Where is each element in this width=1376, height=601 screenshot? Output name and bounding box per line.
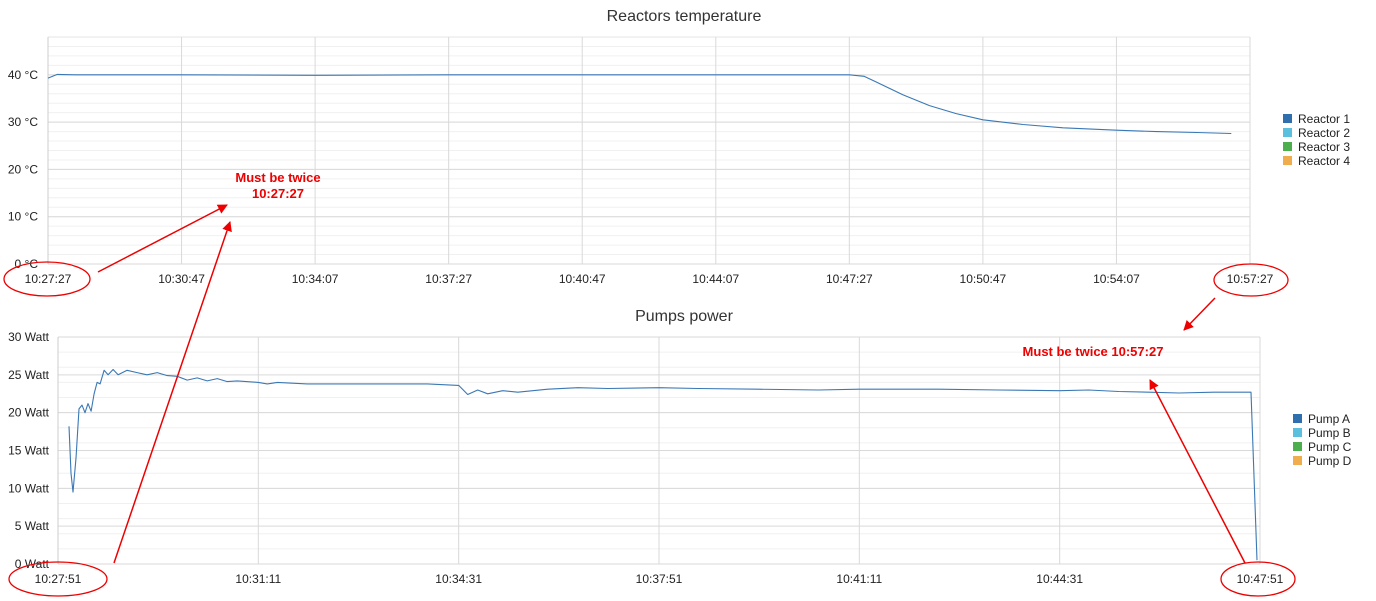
series-line-pump-a — [68, 368, 1258, 561]
y-tick-label: 30 Watt — [8, 330, 50, 344]
annotation-arrow — [97, 204, 228, 273]
legend-label: Pump C — [1308, 440, 1352, 454]
y-tick-label: 25 Watt — [8, 368, 50, 382]
legend-item[interactable]: Reactor 4 — [1283, 154, 1350, 168]
legend-swatch — [1283, 114, 1292, 123]
y-tick-label: 5 Watt — [15, 519, 50, 533]
annotation-overlay: Must be twice 10:27:27 Must be twice 10:… — [3, 170, 1296, 597]
gridlines — [57, 336, 1261, 565]
chart-title: Reactors temperature — [607, 8, 762, 25]
legend-item[interactable]: Reactor 1 — [1283, 112, 1350, 126]
legend-label: Pump B — [1308, 426, 1351, 440]
legend-item[interactable]: Pump C — [1293, 440, 1352, 454]
highlight-circle — [3, 261, 91, 297]
x-tick-label: 10:27:51 — [35, 572, 82, 586]
legend-swatch — [1283, 156, 1292, 165]
x-tick-label: 10:27:27 — [25, 272, 72, 286]
y-axis-ticks: 0 °C10 °C20 °C30 °C40 °C — [8, 68, 38, 271]
x-tick-label: 10:30:47 — [158, 272, 205, 286]
series-line-reactor-1 — [47, 73, 1232, 135]
y-tick-label: 20 Watt — [8, 406, 50, 420]
highlight-circle — [1220, 561, 1296, 597]
legend-swatch — [1283, 142, 1292, 151]
y-tick-label: 10 °C — [8, 210, 38, 224]
y-tick-label: 30 °C — [8, 115, 38, 129]
y-tick-label: 20 °C — [8, 162, 38, 176]
legend-swatch — [1293, 414, 1302, 423]
highlight-circle — [1213, 263, 1289, 297]
x-axis-ticks: 10:27:51 10:31:11 10:34:31 10:37:51 10:41:11… — [35, 572, 1284, 586]
legend-label: Pump D — [1308, 454, 1352, 468]
legend-item[interactable]: Reactor 2 — [1283, 126, 1350, 140]
x-tick-label: 10:37:51 — [636, 572, 683, 586]
legend-label: Reactor 1 — [1298, 112, 1350, 126]
x-tick-label: 10:54:07 — [1093, 272, 1140, 286]
chart-title: Pumps power — [635, 308, 733, 325]
x-tick-label: 10:31:11 — [235, 572, 281, 586]
x-tick-label: 10:34:07 — [292, 272, 339, 286]
x-axis-ticks: 10:27:27 10:30:47 10:34:07 10:37:27 10:40:47… — [25, 272, 1274, 286]
y-tick-label: 15 Watt — [8, 444, 50, 458]
annotation-note: Must be twice 10:57:27 — [1023, 344, 1164, 359]
annotation-note: 10:27:27 — [252, 186, 304, 201]
x-tick-label: 10:37:27 — [425, 272, 472, 286]
legend-label: Reactor 4 — [1298, 154, 1350, 168]
x-tick-label: 10:57:27 — [1227, 272, 1274, 286]
x-tick-label: 10:40:47 — [559, 272, 606, 286]
x-tick-label: 10:47:27 — [826, 272, 873, 286]
y-tick-label: 40 °C — [8, 68, 38, 82]
y-tick-label: 10 Watt — [8, 481, 50, 495]
legend-swatch — [1293, 442, 1302, 451]
legend-item[interactable]: Pump B — [1293, 426, 1351, 440]
x-tick-label: 10:47:51 — [1237, 572, 1284, 586]
x-tick-label: 10:44:31 — [1036, 572, 1083, 586]
annotation-note: Must be twice — [235, 170, 320, 185]
chart-reactors-temperature: Reactors temperature 0 °C10 °C20 °C30 °C… — [8, 8, 1351, 286]
legend-item[interactable]: Pump D — [1293, 454, 1352, 468]
annotation-arrow — [1183, 297, 1216, 331]
legend-swatch — [1283, 128, 1292, 137]
legend-swatch — [1293, 428, 1302, 437]
legend-label: Reactor 3 — [1298, 140, 1350, 154]
annotation-arrow — [1149, 379, 1246, 564]
minor-gridlines — [48, 36, 1250, 265]
x-tick-label: 10:44:07 — [692, 272, 739, 286]
x-tick-label: 10:41:11 — [836, 572, 882, 586]
legend-swatch — [1293, 456, 1302, 465]
legend-item[interactable]: Pump A — [1293, 412, 1350, 426]
legend-label: Reactor 2 — [1298, 126, 1350, 140]
series-lines — [68, 368, 1258, 561]
highlight-circle — [8, 561, 108, 597]
x-tick-label: 10:50:47 — [960, 272, 1007, 286]
legend-label: Pump A — [1308, 412, 1350, 426]
series-lines — [47, 73, 1232, 135]
legend-item[interactable]: Reactor 3 — [1283, 140, 1350, 154]
x-tick-label: 10:34:31 — [435, 572, 482, 586]
annotation-arrow — [113, 221, 232, 564]
